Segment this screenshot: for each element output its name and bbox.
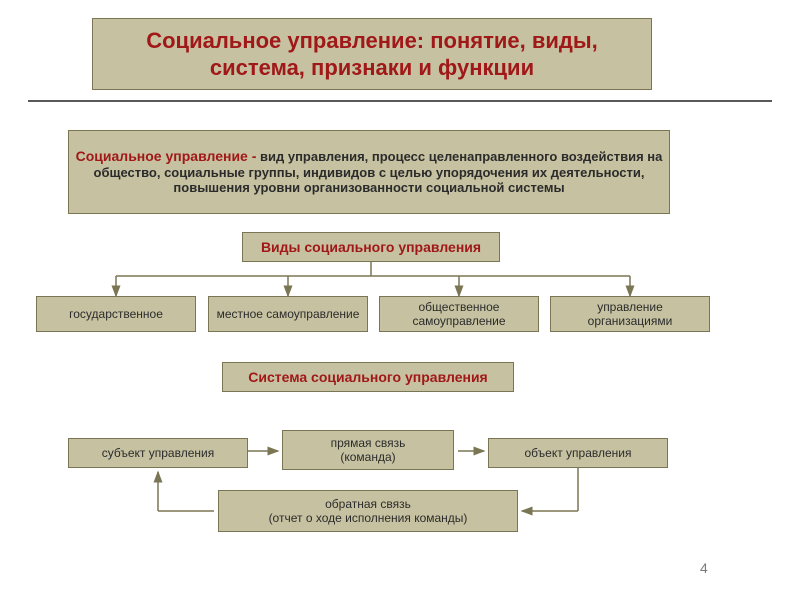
system-object-box: объект управления <box>488 438 668 468</box>
system-header-text: Система социального управления <box>248 369 487 386</box>
system-direct-label: прямая связь (команда) <box>331 436 406 465</box>
type-label: общественное самоуправление <box>386 300 532 329</box>
system-subject-label: субъект управления <box>102 446 214 460</box>
type-label: местное самоуправление <box>217 307 360 321</box>
slide-title: Социальное управление: понятие, виды, си… <box>92 18 652 90</box>
system-header-box: Система социального управления <box>222 362 514 392</box>
type-box-public: общественное самоуправление <box>379 296 539 332</box>
types-header-text: Виды социального управления <box>261 239 481 256</box>
system-object-label: объект управления <box>525 446 632 460</box>
type-label: управление организациями <box>557 300 703 329</box>
type-label: государственное <box>69 307 163 321</box>
divider-line <box>28 100 772 102</box>
type-box-state: государственное <box>36 296 196 332</box>
system-feedback-label: обратная связь (отчет о ходе исполнения … <box>269 497 468 526</box>
type-box-local: местное самоуправление <box>208 296 368 332</box>
definition-box: Социальное управление - вид управления, … <box>68 130 670 214</box>
types-header-box: Виды социального управления <box>242 232 500 262</box>
system-subject-box: субъект управления <box>68 438 248 468</box>
type-box-org: управление организациями <box>550 296 710 332</box>
page-number-text: 4 <box>700 560 708 576</box>
definition-term: Социальное управление - <box>76 148 257 164</box>
system-direct-box: прямая связь (команда) <box>282 430 454 470</box>
definition-content: Социальное управление - вид управления, … <box>75 148 663 196</box>
system-feedback-box: обратная связь (отчет о ходе исполнения … <box>218 490 518 532</box>
page-number: 4 <box>700 560 708 576</box>
slide-title-text: Социальное управление: понятие, виды, си… <box>103 27 641 82</box>
